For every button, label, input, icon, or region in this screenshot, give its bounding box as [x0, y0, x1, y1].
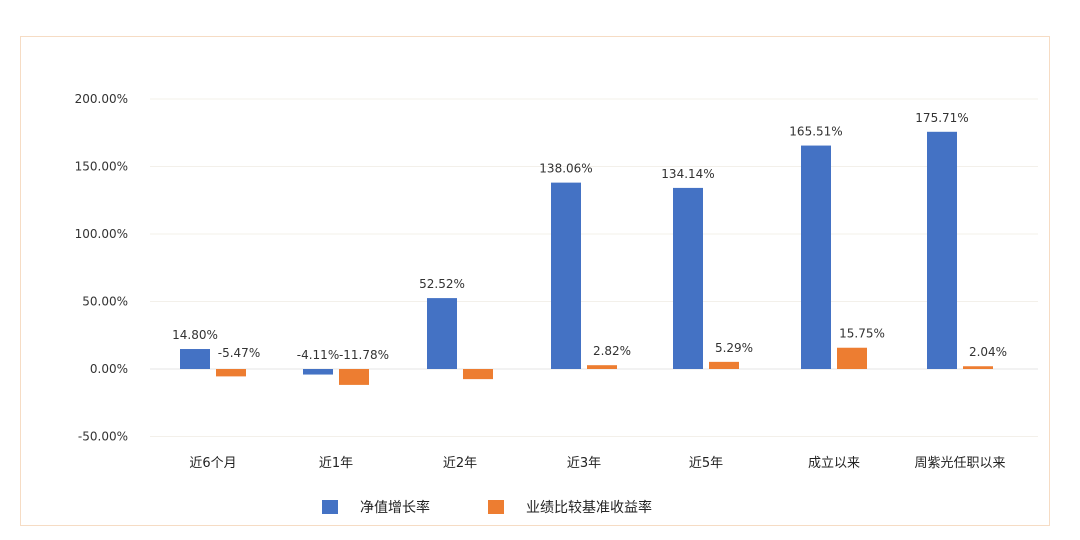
- legend-item-benchmark: 业绩比较基准收益率: [488, 497, 652, 517]
- bar-benchmark: [963, 366, 993, 369]
- bar-nav-growth: [427, 298, 457, 369]
- legend-label-benchmark: 业绩比较基准收益率: [526, 500, 652, 516]
- y-tick-label: 200.00%: [75, 92, 128, 106]
- bar-nav-growth: [551, 182, 581, 369]
- legend-swatch-nav-growth: [322, 500, 338, 514]
- y-tick-label: -50.00%: [78, 430, 128, 444]
- data-label-benchmark: -5.47%: [218, 346, 260, 360]
- bar-nav-growth: [303, 369, 333, 375]
- x-tick-label: 近5年: [689, 456, 723, 471]
- x-tick-label: 近3年: [567, 456, 601, 471]
- bar-benchmark: [709, 361, 739, 369]
- y-tick-label: 0.00%: [90, 362, 128, 376]
- bar-nav-growth: [673, 187, 703, 369]
- legend-label-nav-growth: 净值增长率: [360, 500, 430, 516]
- legend-swatch-benchmark: [488, 500, 504, 514]
- data-label-nav-growth: 165.51%: [789, 125, 842, 139]
- data-label-nav-growth: 14.80%: [172, 328, 218, 342]
- legend: 净值增长率 业绩比较基准收益率: [0, 497, 1080, 521]
- bar-benchmark: [216, 369, 246, 377]
- y-tick-label: 50.00%: [82, 295, 128, 309]
- x-tick-label: 近6个月: [189, 456, 236, 471]
- x-tick-label: 周紫光任职以来: [914, 456, 1005, 471]
- data-label-nav-growth: -4.11%: [297, 348, 339, 362]
- bar-benchmark: [339, 369, 369, 385]
- data-label-benchmark: 2.04%: [969, 345, 1007, 359]
- bar-nav-growth: [180, 349, 210, 369]
- x-tick-label: 近2年: [443, 456, 477, 471]
- data-label-nav-growth: 138.06%: [539, 162, 592, 176]
- y-tick-label: 100.00%: [75, 227, 128, 241]
- bar-chart: 200.00% 150.00% 100.00% 50.00% 0.00% -50.00% 近…: [75, 92, 1038, 471]
- x-tick-label: 近1年: [319, 456, 353, 471]
- bar-benchmark: [463, 369, 493, 380]
- data-label-benchmark: 5.29%: [715, 341, 753, 355]
- chart-frame: [20, 36, 1050, 526]
- y-tick-label: 150.00%: [75, 160, 128, 174]
- bar-benchmark: [837, 347, 867, 369]
- data-label-nav-growth: 134.14%: [661, 167, 714, 181]
- bar-nav-growth: [927, 131, 957, 369]
- data-label-benchmark: 2.82%: [593, 344, 631, 358]
- data-label-nav-growth: 52.52%: [419, 277, 465, 291]
- data-label-nav-growth: 175.71%: [915, 111, 968, 125]
- bar-benchmark: [587, 365, 617, 369]
- legend-item-nav-growth: 净值增长率: [322, 497, 430, 517]
- bar-nav-growth: [801, 145, 831, 369]
- data-label-benchmark: 15.75%: [839, 327, 885, 341]
- x-tick-label: 成立以来: [808, 456, 860, 471]
- data-label-benchmark: -11.78%: [339, 348, 389, 362]
